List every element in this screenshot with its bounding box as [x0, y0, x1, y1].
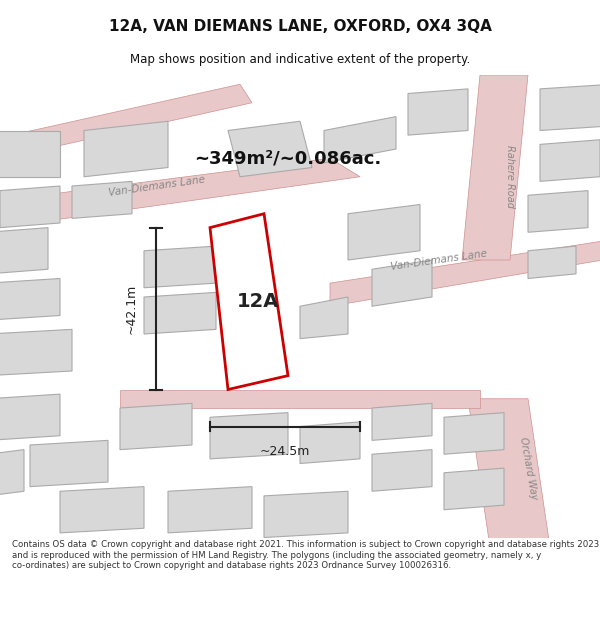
Polygon shape	[120, 403, 192, 449]
Polygon shape	[120, 389, 480, 408]
Polygon shape	[0, 158, 360, 228]
Text: ~24.5m: ~24.5m	[260, 445, 310, 458]
Text: Map shows position and indicative extent of the property.: Map shows position and indicative extent…	[130, 52, 470, 66]
Polygon shape	[468, 399, 552, 561]
Polygon shape	[0, 449, 24, 496]
Polygon shape	[264, 491, 348, 538]
Polygon shape	[30, 441, 108, 487]
Polygon shape	[84, 121, 168, 177]
Text: Van-Diemans Lane: Van-Diemans Lane	[390, 248, 488, 272]
Polygon shape	[210, 214, 288, 389]
Polygon shape	[228, 121, 312, 177]
Polygon shape	[210, 412, 288, 459]
Text: Rahere Road: Rahere Road	[505, 145, 515, 208]
Polygon shape	[168, 487, 252, 533]
Polygon shape	[540, 140, 600, 181]
Text: Contains OS data © Crown copyright and database right 2021. This information is : Contains OS data © Crown copyright and d…	[12, 540, 599, 570]
Polygon shape	[330, 237, 600, 306]
Polygon shape	[60, 487, 144, 533]
Polygon shape	[0, 228, 48, 274]
Polygon shape	[144, 246, 216, 288]
Polygon shape	[0, 279, 60, 320]
Polygon shape	[300, 297, 348, 339]
Text: 12A: 12A	[237, 292, 279, 311]
Polygon shape	[144, 292, 216, 334]
Polygon shape	[72, 181, 132, 218]
Polygon shape	[444, 412, 504, 454]
Polygon shape	[372, 449, 432, 491]
Polygon shape	[528, 191, 588, 232]
Text: Orchard Way: Orchard Way	[518, 436, 538, 500]
Polygon shape	[300, 422, 360, 464]
Polygon shape	[0, 131, 60, 177]
Polygon shape	[444, 468, 504, 510]
Polygon shape	[540, 84, 600, 131]
Text: ~349m²/~0.086ac.: ~349m²/~0.086ac.	[194, 149, 382, 168]
Polygon shape	[324, 117, 396, 163]
Polygon shape	[0, 186, 60, 228]
Text: Van-Diemans Lane: Van-Diemans Lane	[108, 174, 206, 198]
Polygon shape	[462, 75, 528, 260]
Text: ~42.1m: ~42.1m	[125, 284, 138, 334]
Polygon shape	[408, 89, 468, 135]
Polygon shape	[0, 394, 60, 441]
Text: 12A, VAN DIEMANS LANE, OXFORD, OX4 3QA: 12A, VAN DIEMANS LANE, OXFORD, OX4 3QA	[109, 19, 491, 34]
Polygon shape	[0, 84, 252, 163]
Polygon shape	[0, 329, 72, 376]
Polygon shape	[348, 204, 420, 260]
Polygon shape	[372, 403, 432, 441]
Polygon shape	[528, 246, 576, 279]
Polygon shape	[372, 260, 432, 306]
